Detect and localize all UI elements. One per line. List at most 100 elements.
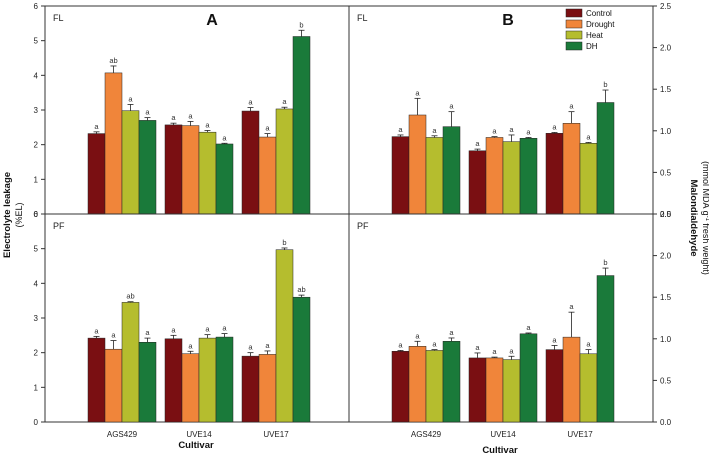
significance-letter: a <box>205 325 210 334</box>
bar-control-uve17 <box>545 133 564 215</box>
y-tick-label: 0 <box>34 210 39 219</box>
significance-letter: a <box>492 347 497 356</box>
bar-heat-uve17 <box>579 353 598 423</box>
significance-letter: a <box>265 124 270 133</box>
bar-heat-uve17 <box>275 108 294 215</box>
panel-letter: A <box>206 12 218 29</box>
legend-swatch-drought <box>565 19 583 29</box>
bar-drought-ags429 <box>408 346 427 423</box>
significance-letter: a <box>552 122 557 131</box>
significance-letter: a <box>171 325 176 334</box>
bar-heat-ags429 <box>121 302 140 423</box>
y-tick-label: 6 <box>34 2 39 11</box>
y-tick-label: 5 <box>34 245 39 254</box>
bar-heat-uve14 <box>502 141 521 215</box>
x-tick-label: AGS429 <box>107 430 138 439</box>
significance-letter: a <box>248 343 253 352</box>
right-ylabel-part-a: (mmol MDA g <box>701 161 709 216</box>
bar-control-ags429 <box>391 351 410 423</box>
significance-letter: a <box>128 94 133 103</box>
significance-letter: a <box>449 102 454 111</box>
y-tick-label: 2.5 <box>660 2 672 11</box>
x-tick-label: UVE14 <box>490 430 516 439</box>
significance-letter: a <box>432 126 437 135</box>
y-tick-label: 1.5 <box>660 293 672 302</box>
significance-letter: b <box>299 20 303 29</box>
significance-letter: ab <box>109 56 117 65</box>
bar-control-uve14 <box>164 338 183 423</box>
significance-letter: a <box>188 111 193 120</box>
bar-dh-uve17 <box>596 102 615 215</box>
y-tick-label: 0.0 <box>660 418 672 427</box>
bar-heat-uve14 <box>198 337 217 423</box>
significance-letter: ab <box>126 292 134 301</box>
y-tick-label: 1.5 <box>660 85 672 94</box>
bar-drought-ags429 <box>104 72 123 215</box>
bar-drought-uve14 <box>485 137 504 215</box>
significance-letter: a <box>509 125 514 134</box>
significance-letter: a <box>475 139 480 148</box>
y-tick-label: 3 <box>34 314 39 323</box>
y-tick-label: 4 <box>34 279 39 288</box>
bar-drought-uve17 <box>258 354 277 423</box>
bar-heat-ags429 <box>425 137 444 215</box>
y-tick-label: 2.0 <box>660 44 672 53</box>
bar-drought-uve17 <box>562 336 581 423</box>
bar-drought-uve14 <box>485 357 504 423</box>
significance-letter: a <box>509 346 514 355</box>
significance-letter: a <box>222 324 227 333</box>
significance-letter: a <box>171 113 176 122</box>
legend: Control Drought Heat DH <box>565 8 615 51</box>
x-tick-label: UVE17 <box>567 430 593 439</box>
panel-tag: PF <box>357 221 369 231</box>
bar-control-uve17 <box>545 349 564 423</box>
y-tick-label: 2.0 <box>660 252 672 261</box>
legend-label-drought: Drought <box>586 20 615 29</box>
bar-heat-ags429 <box>425 350 444 423</box>
left-ylabel-line1: Electrolyte leakage <box>2 172 13 258</box>
significance-letter: a <box>432 340 437 349</box>
significance-letter: a <box>145 108 150 117</box>
significance-letter: a <box>586 340 591 349</box>
bar-heat-uve17 <box>275 249 294 423</box>
bar-drought-ags429 <box>408 114 427 215</box>
significance-letter: a <box>188 341 193 350</box>
bar-drought-uve17 <box>562 123 581 215</box>
significance-letter: b <box>603 80 607 89</box>
significance-letter: b <box>603 258 607 267</box>
significance-letter: a <box>586 132 591 141</box>
bar-control-ags429 <box>87 337 106 423</box>
bar-drought-ags429 <box>104 348 123 423</box>
y-tick-label: 0 <box>34 418 39 427</box>
significance-letter: a <box>248 98 253 107</box>
bar-heat-ags429 <box>121 110 140 215</box>
legend-label-heat: Heat <box>586 31 604 40</box>
bar-drought-uve17 <box>258 136 277 215</box>
y-tick-label: 1.0 <box>660 127 672 136</box>
panel-tag: FL <box>53 13 64 23</box>
bar-heat-uve14 <box>502 359 521 423</box>
significance-letter: a <box>449 328 454 337</box>
significance-letter: a <box>205 120 210 129</box>
bar-control-uve17 <box>241 110 260 215</box>
significance-letter: a <box>492 127 497 136</box>
right-ylabel-part-b: fresh weight) <box>701 221 709 275</box>
significance-letter: a <box>475 343 480 352</box>
significance-letter: a <box>282 97 287 106</box>
significance-letter: a <box>552 335 557 344</box>
panel-D: 0.0 0.5 1.0 1.5 2.0 2.5 PF a a a a AGS429 a a a a UVE14 a… <box>348 210 672 439</box>
significance-letter: a <box>526 127 531 136</box>
significance-letter: a <box>398 125 403 134</box>
legend-label-dh: DH <box>586 42 598 51</box>
y-tick-label: 0.5 <box>660 376 672 385</box>
legend-swatch-control <box>565 8 583 18</box>
x-tick-label: UVE14 <box>186 430 212 439</box>
significance-letter: a <box>111 331 116 340</box>
y-tick-label: 4 <box>34 71 39 80</box>
bar-drought-uve14 <box>181 125 200 215</box>
bar-control-uve14 <box>468 357 487 423</box>
legend-swatch-dh <box>565 41 583 51</box>
bar-control-ags429 <box>87 133 106 215</box>
